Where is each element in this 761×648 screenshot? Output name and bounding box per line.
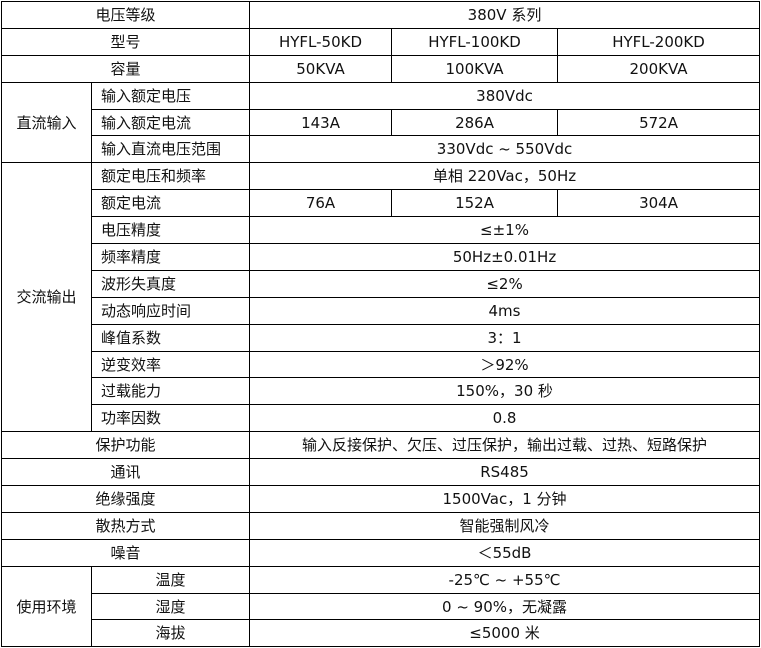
cell-value: 152A (391, 189, 559, 218)
cell-value: 单相 220Vac，50Hz (249, 162, 761, 191)
cell-value: 380Vdc (249, 81, 761, 110)
row-label: 波形失真度 (90, 269, 251, 298)
row-label: 额定电流 (90, 189, 251, 218)
table-row: 绝缘强度 1500Vac，1 分钟 (0, 485, 761, 513)
table-row: 额定电流 76A 152A 304A (2, 189, 761, 218)
table-row: 过载能力 150%，30 秒 (2, 377, 761, 406)
row-label: 功率因数 (90, 404, 251, 433)
row-label: 容量 (0, 54, 251, 83)
cell-value: 50Hz±0.01Hz (249, 243, 761, 271)
table-row: 保护功能 输入反接保护、欠压、过压保护，输出过载、过热、短路保护 (0, 431, 761, 460)
group-label: 使用环境 (1, 565, 92, 648)
cell-value: 150%，30 秒 (249, 377, 761, 406)
cell-value: 智能强制风冷 (249, 511, 761, 540)
cell-value: 1500Vac，1 分钟 (249, 485, 761, 513)
cell-value: ≤±1% (249, 216, 761, 245)
table-row: 频率精度 50Hz±0.01Hz (2, 243, 761, 271)
row-label: 型号 (0, 27, 251, 56)
row-label: 过载能力 (90, 377, 251, 406)
cell-value: 0.8 (249, 404, 761, 433)
row-label: 保护功能 (0, 431, 251, 460)
cell-value: 0 ~ 90%，无凝露 (249, 592, 761, 621)
row-label: 绝缘强度 (0, 485, 251, 513)
row-label: 输入直流电压范围 (90, 135, 251, 164)
cell-value: 572A (557, 108, 761, 137)
row-label: 海拔 (90, 619, 251, 648)
table-row: 容量 50KVA 100KVA 200KVA (0, 54, 761, 83)
table-row: 波形失真度 ≤2% (2, 269, 761, 298)
table-row: 通讯 RS485 (0, 458, 761, 487)
cell-value: 输入反接保护、欠压、过压保护，输出过载、过热、短路保护 (249, 431, 761, 460)
cell-value: 330Vdc ~ 550Vdc (249, 135, 761, 164)
cell-value: 304A (557, 189, 761, 218)
cell-value: 200KVA (557, 54, 761, 83)
table-row: 逆变效率 ＞92% (2, 350, 761, 379)
group-label: 交流输出 (1, 162, 92, 433)
row-label: 逆变效率 (90, 350, 251, 379)
group-label: 直流输入 (1, 81, 92, 164)
row-label: 温度 (90, 565, 251, 594)
row-label: 噪音 (0, 538, 251, 567)
row-label: 输入额定电流 (90, 108, 251, 137)
cell-value: 4ms (249, 296, 761, 325)
cell-value: 380V 系列 (249, 1, 761, 29)
row-label: 峰值系数 (90, 323, 251, 352)
table-row: 峰值系数 3：1 (2, 323, 761, 352)
table-row: 噪音 ＜55dB (0, 538, 761, 567)
table-row: 交流输出 额定电压和频率 单相 220Vac，50Hz (1, 162, 761, 433)
cell-value: ＞92% (249, 350, 761, 379)
cell-value: 100KVA (391, 54, 559, 83)
cell-value: ＜55dB (249, 538, 761, 567)
table-row: 型号 HYFL-50KD HYFL-100KD HYFL-200KD (0, 27, 761, 56)
table-row: 输入直流电压范围 330Vdc ~ 550Vdc (2, 135, 761, 164)
row-label: 电压等级 (0, 1, 251, 29)
table-row: 输入额定电流 143A 286A 572A (2, 108, 761, 137)
table-row: 散热方式 智能强制风冷 (0, 511, 761, 540)
table-row: 海拔 ≤5000 米 (2, 619, 761, 648)
cell-value: HYFL-200KD (557, 27, 761, 56)
table-row: 使用环境 温度 -25℃ ~ +55℃ (1, 565, 761, 648)
table-row: 动态响应时间 4ms (2, 296, 761, 325)
cell-value: ≤5000 米 (249, 619, 761, 648)
row-label: 电压精度 (90, 216, 251, 245)
cell-value: 286A (391, 108, 559, 137)
row-label: 通讯 (0, 458, 251, 487)
cell-value: HYFL-50KD (249, 27, 393, 56)
row-label: 动态响应时间 (90, 296, 251, 325)
table-row: 电压精度 ≤±1% (2, 216, 761, 245)
row-label: 频率精度 (90, 243, 251, 271)
cell-value: RS485 (249, 458, 761, 487)
cell-value: -25℃ ~ +55℃ (249, 565, 761, 594)
row-label: 输入额定电压 (90, 81, 251, 110)
cell-value: HYFL-100KD (391, 27, 559, 56)
table-row: 直流输入 输入额定电压 380Vdc (1, 81, 761, 164)
cell-value: 50KVA (249, 54, 393, 83)
cell-value: ≤2% (249, 269, 761, 298)
row-label: 额定电压和频率 (90, 162, 251, 191)
cell-value: 143A (249, 108, 393, 137)
table-row: 功率因数 0.8 (2, 404, 761, 433)
table-row: 湿度 0 ~ 90%，无凝露 (2, 592, 761, 621)
cell-value: 3：1 (249, 323, 761, 352)
cell-value: 76A (249, 189, 393, 218)
row-label: 散热方式 (0, 511, 251, 540)
table-row: 电压等级 380V 系列 (0, 1, 761, 29)
row-label: 湿度 (90, 592, 251, 621)
